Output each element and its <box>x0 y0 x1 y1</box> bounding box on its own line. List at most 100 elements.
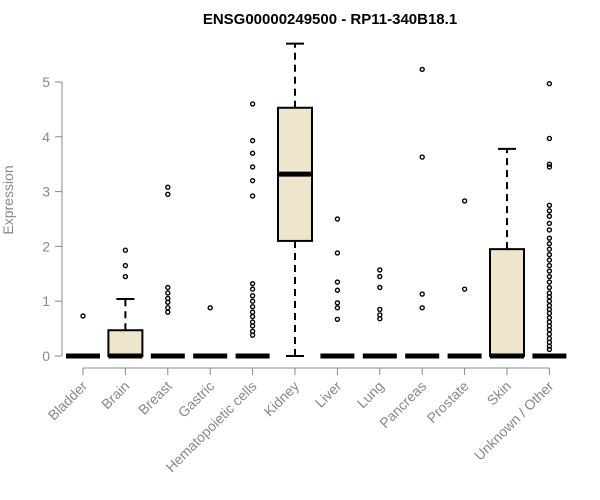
x-tick-label: Lung <box>354 378 387 411</box>
outlier-point <box>377 306 383 313</box>
outlier-point <box>249 177 256 184</box>
outlier-point <box>165 284 171 291</box>
box-hematopoietic-cells <box>235 101 270 359</box>
outlier-point <box>165 290 171 296</box>
outlier-point <box>249 328 256 335</box>
box-skin <box>489 147 525 359</box>
outlier-point <box>249 193 256 199</box>
x-tick-label: Prostate <box>424 378 472 426</box>
outlier-point <box>546 302 553 309</box>
x-tick-label: Skin <box>484 378 515 409</box>
box-pancreas <box>405 66 440 359</box>
outlier-point <box>334 305 341 311</box>
outlier-point <box>334 300 341 306</box>
outlier-point <box>546 335 553 342</box>
y-axis-label: Expression <box>0 165 16 234</box>
outlier-point <box>419 66 425 73</box>
x-tick-label: Pancreas <box>376 378 429 431</box>
chart-title: ENSG00000249500 - RP11-340B18.1 <box>203 11 457 28</box>
outlier-point <box>122 262 129 269</box>
outlier-point <box>377 273 383 280</box>
outlier-point <box>546 135 553 142</box>
y-tick-label: 2 <box>42 238 50 254</box>
outlier-point <box>546 251 553 258</box>
outlier-point <box>546 220 553 227</box>
boxes <box>66 42 567 359</box>
box-lung <box>362 267 397 359</box>
y-tick-label: 1 <box>42 293 50 309</box>
outlier-point <box>419 291 425 297</box>
outlier-point <box>207 305 213 311</box>
outlier-point <box>334 216 341 222</box>
box-breast <box>150 184 185 359</box>
x-tick-label: Bladder <box>45 378 91 424</box>
outlier-point <box>249 298 256 304</box>
box-prostate <box>447 198 482 359</box>
outlier-point <box>546 298 553 304</box>
outlier-point <box>546 235 553 241</box>
outlier-point <box>546 202 553 209</box>
outlier-point <box>334 287 341 293</box>
box-kidney <box>277 42 313 357</box>
box-liver <box>320 216 355 359</box>
x-tick-label: Kidney <box>261 378 303 420</box>
outlier-point <box>249 313 256 320</box>
outlier-point <box>546 227 553 233</box>
x-tick-label: Liver <box>312 378 345 411</box>
outlier-point <box>546 213 553 219</box>
outlier-point <box>165 191 171 198</box>
x-tick-label: Breast <box>135 378 175 418</box>
box-bladder <box>66 313 100 359</box>
outlier-point <box>249 101 256 107</box>
outlier-point <box>546 273 553 280</box>
y-axis: 0 1 2 3 4 5 <box>42 74 63 364</box>
outlier-point <box>377 267 383 273</box>
outlier-point <box>249 293 256 299</box>
outlier-point <box>249 309 256 315</box>
outlier-point <box>419 154 425 160</box>
outlier-point <box>122 247 129 253</box>
outlier-point <box>546 262 553 269</box>
outlier-point <box>419 305 425 311</box>
outlier-point <box>165 184 171 190</box>
outlier-point <box>334 250 341 256</box>
box-iqr <box>489 248 525 357</box>
outlier-point <box>546 284 553 291</box>
outlier-point <box>165 305 171 311</box>
x-tick-label: Unknown / Other <box>471 378 557 464</box>
outlier-point <box>461 286 468 292</box>
outlier-point <box>461 198 468 204</box>
outlier-point <box>249 319 256 325</box>
box-unknown-other <box>532 80 567 359</box>
outlier-point <box>122 273 129 280</box>
box-iqr <box>107 329 144 357</box>
outlier-point <box>546 208 553 214</box>
outlier-point <box>546 257 553 263</box>
outlier-point <box>546 161 553 167</box>
outlier-point <box>377 312 383 318</box>
outlier-point <box>546 319 553 325</box>
outlier-point <box>334 279 341 285</box>
outlier-point <box>165 295 171 302</box>
y-tick-label: 3 <box>42 184 50 200</box>
box-gastric <box>193 305 228 359</box>
outlier-point <box>249 303 256 310</box>
outlier-point <box>546 80 553 87</box>
y-tick-label: 5 <box>42 74 50 90</box>
outlier-point <box>546 164 553 170</box>
outlier-point <box>80 313 86 319</box>
outlier-point <box>377 284 383 291</box>
outlier-point <box>249 286 256 292</box>
outlier-point <box>546 314 553 321</box>
outlier-point <box>249 137 256 144</box>
outlier-point <box>546 246 553 252</box>
outlier-point <box>546 331 553 337</box>
y-tick-label: 4 <box>42 129 50 145</box>
outlier-point <box>546 290 553 296</box>
outlier-point <box>165 309 171 315</box>
outlier-point <box>546 240 553 247</box>
outlier-point <box>546 346 553 353</box>
